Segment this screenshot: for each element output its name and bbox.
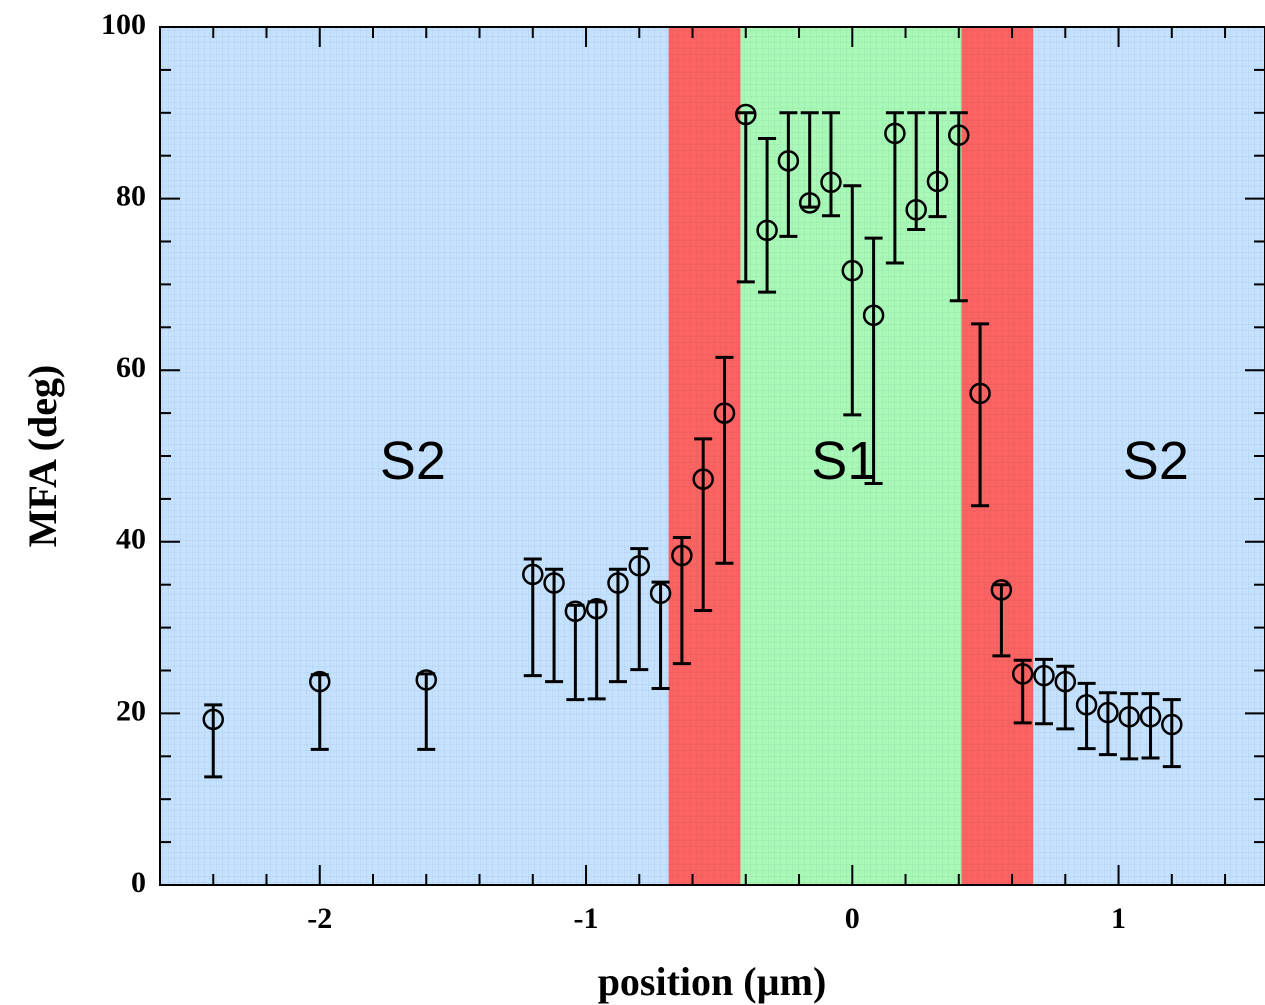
y-tick-label: 60: [116, 351, 146, 384]
region-labels: S2 S1 S2: [380, 431, 1189, 491]
data-point: [798, 192, 821, 214]
data-point: [1161, 713, 1183, 736]
data-point: [841, 259, 864, 282]
x-tick-label: -2: [307, 902, 332, 935]
region-label-0: S2: [380, 431, 446, 491]
y-tick-label: 100: [101, 8, 146, 41]
data-point: [543, 572, 565, 594]
y-axis-title: MFA (deg): [20, 365, 65, 548]
x-tick-labels: -2 -1 0 1: [307, 902, 1126, 935]
grid-texture: [160, 27, 1265, 885]
data-point: [202, 708, 225, 731]
x-tick-label: -1: [574, 902, 599, 935]
data-point: [905, 199, 927, 221]
y-tick-label: 40: [116, 523, 146, 556]
data-point: [862, 304, 885, 327]
x-axis-title: position (µm): [598, 959, 827, 1004]
data-point: [628, 555, 651, 577]
data-point: [692, 468, 714, 490]
data-point: [1097, 701, 1119, 724]
data-point: [735, 103, 757, 126]
data-point: [969, 382, 991, 405]
data-point: [585, 597, 608, 620]
data-point: [564, 600, 587, 623]
data-point: [713, 402, 736, 424]
data-point: [649, 582, 672, 605]
data-point: [756, 219, 778, 242]
data-point: [820, 171, 842, 194]
y-tick-labels: 0 20 40 60 80 100: [101, 8, 146, 899]
data-point: [415, 669, 438, 691]
data-point: [926, 170, 949, 193]
data-point: [607, 572, 629, 594]
x-tick-label: 1: [1111, 902, 1126, 935]
region-label-2: S1: [811, 431, 877, 491]
data-point: [1118, 706, 1140, 728]
x-tick-label: 0: [845, 902, 860, 935]
data-point: [309, 670, 331, 693]
y-tick-label: 0: [131, 866, 146, 899]
data-point: [522, 563, 544, 586]
data-point: [990, 579, 1013, 601]
data-point: [948, 124, 970, 146]
data-point: [1011, 663, 1034, 685]
y-tick-label: 80: [116, 179, 146, 212]
data-point: [777, 150, 800, 172]
axis-ticks: [159, 26, 1265, 886]
data-points: [202, 103, 1183, 736]
data-point: [671, 544, 693, 567]
data-point: [1075, 694, 1098, 716]
y-tick-label: 20: [116, 694, 146, 727]
data-point: [1033, 664, 1055, 687]
data-point: [884, 122, 906, 145]
region-label-4: S2: [1123, 431, 1189, 491]
data-point: [1054, 670, 1077, 693]
data-point: [1139, 706, 1162, 728]
